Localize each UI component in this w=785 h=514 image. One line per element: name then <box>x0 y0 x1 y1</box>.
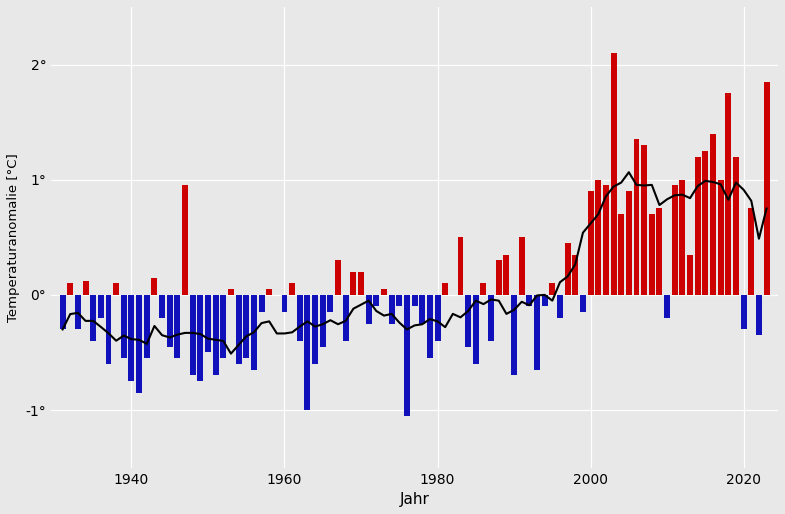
Bar <box>619 214 624 295</box>
Bar <box>68 283 73 295</box>
Bar <box>633 139 640 295</box>
Bar <box>503 254 509 295</box>
Bar <box>717 180 724 295</box>
Bar <box>664 295 670 318</box>
Bar <box>580 295 586 312</box>
Bar <box>404 295 410 416</box>
Bar <box>588 191 593 295</box>
Bar <box>105 295 111 364</box>
Bar <box>144 295 150 358</box>
Bar <box>419 295 425 324</box>
Bar <box>190 295 195 376</box>
Bar <box>649 214 655 295</box>
Bar <box>703 151 708 295</box>
Bar <box>725 94 732 295</box>
Bar <box>527 295 532 306</box>
Bar <box>182 186 188 295</box>
Bar <box>764 82 769 295</box>
Bar <box>687 254 693 295</box>
Bar <box>266 289 272 295</box>
Bar <box>389 295 395 324</box>
Bar <box>129 295 134 381</box>
Bar <box>228 289 234 295</box>
Bar <box>358 272 364 295</box>
Bar <box>205 295 211 353</box>
Bar <box>136 295 142 393</box>
Bar <box>740 295 747 329</box>
Bar <box>603 186 609 295</box>
Bar <box>519 237 524 295</box>
Bar <box>213 295 218 376</box>
Bar <box>251 295 257 370</box>
Bar <box>197 295 203 381</box>
Bar <box>396 295 402 306</box>
Bar <box>305 295 310 410</box>
Bar <box>374 295 379 306</box>
Bar <box>166 295 173 347</box>
Bar <box>695 157 701 295</box>
Bar <box>60 295 66 329</box>
Bar <box>550 283 555 295</box>
Bar <box>319 295 326 347</box>
Bar <box>534 295 540 370</box>
Bar <box>221 295 226 358</box>
Bar <box>312 295 318 364</box>
Bar <box>343 295 349 341</box>
Bar <box>473 295 479 364</box>
Bar <box>595 180 601 295</box>
Bar <box>458 237 463 295</box>
Bar <box>113 283 119 295</box>
Bar <box>641 145 647 295</box>
Bar <box>480 283 487 295</box>
Bar <box>557 295 563 318</box>
Bar <box>335 260 341 295</box>
Bar <box>297 295 303 341</box>
Bar <box>282 295 287 312</box>
Bar <box>82 281 89 295</box>
Bar <box>626 191 632 295</box>
Bar <box>488 295 494 341</box>
Bar <box>466 295 471 347</box>
Bar <box>366 295 371 324</box>
Bar <box>258 295 265 312</box>
Bar <box>511 295 517 376</box>
Bar <box>680 180 685 295</box>
Bar <box>496 260 502 295</box>
Bar <box>411 295 418 306</box>
Bar <box>710 134 716 295</box>
Bar <box>672 186 677 295</box>
Bar <box>159 295 165 318</box>
Bar <box>327 295 334 312</box>
Bar <box>121 295 127 358</box>
Bar <box>733 157 739 295</box>
Bar <box>350 272 356 295</box>
Bar <box>381 289 387 295</box>
Bar <box>435 295 440 341</box>
Bar <box>442 283 448 295</box>
Bar <box>656 209 663 295</box>
Bar <box>75 295 81 329</box>
Bar <box>289 283 295 295</box>
Bar <box>427 295 433 358</box>
Bar <box>611 53 616 295</box>
Bar <box>152 278 158 295</box>
Bar <box>756 295 762 335</box>
Bar <box>90 295 97 341</box>
Bar <box>542 295 548 306</box>
Bar <box>564 243 571 295</box>
Bar <box>243 295 249 358</box>
X-axis label: Jahr: Jahr <box>400 492 429 507</box>
Bar <box>98 295 104 318</box>
Bar <box>174 295 181 358</box>
Bar <box>236 295 242 364</box>
Bar <box>572 254 579 295</box>
Y-axis label: Temperaturanomalie [°C]: Temperaturanomalie [°C] <box>7 153 20 322</box>
Bar <box>748 209 754 295</box>
